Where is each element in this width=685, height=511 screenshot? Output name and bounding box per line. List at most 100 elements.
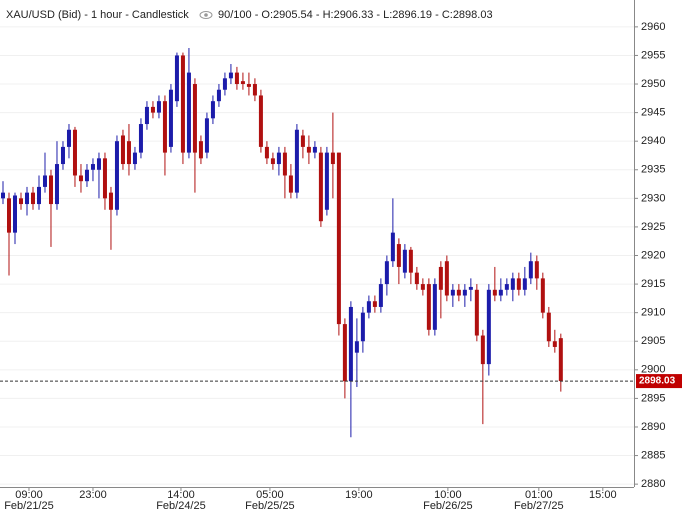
candle-body [444, 261, 449, 296]
candle-body [186, 72, 191, 153]
candle-body [312, 146, 317, 153]
y-tick-label: 2915 [641, 278, 665, 290]
y-tick-label: 2895 [641, 392, 665, 404]
candle-body [24, 192, 29, 205]
candle-body [0, 192, 5, 199]
chart-title: XAU/USD (Bid) - 1 hour - Candlestick [6, 9, 189, 21]
candle-body [84, 169, 89, 182]
candle-body [120, 135, 125, 165]
candle-body [78, 175, 83, 182]
candle-body [480, 335, 485, 365]
candle-body [294, 129, 299, 193]
candle-body [18, 198, 23, 205]
candle-body [276, 152, 281, 165]
candle-body [132, 152, 137, 165]
candle-body [438, 266, 443, 290]
candle-body [210, 101, 215, 119]
x-tick-label: 19:00 [345, 489, 373, 501]
last-price-label: 2898.03 [639, 376, 676, 387]
candle-body [156, 101, 161, 113]
candle-body [318, 152, 323, 222]
candle-body [168, 89, 173, 147]
candle-body [108, 192, 113, 210]
candle-body [534, 261, 539, 279]
candle-body [396, 244, 401, 267]
candle-body [180, 55, 185, 153]
candle-body [66, 129, 71, 147]
candle-body [462, 289, 467, 296]
candle-body [216, 89, 221, 102]
ohlc-info: 90/100 - O:2905.54 - H:2906.33 - L:2896.… [218, 9, 493, 21]
y-tick-label: 2940 [641, 135, 665, 147]
candle-body [510, 278, 515, 290]
candle-body [414, 272, 419, 285]
candle-body [126, 141, 131, 165]
y-tick-label: 2905 [641, 335, 665, 347]
candle-body [390, 232, 395, 262]
candle-body [558, 338, 563, 382]
candle-body [252, 84, 257, 96]
candle-body [432, 284, 437, 330]
y-tick-label: 2960 [641, 21, 665, 33]
candle-body [222, 78, 227, 90]
candle-body [324, 152, 329, 210]
y-tick-label: 2935 [641, 164, 665, 176]
y-tick-label: 2950 [641, 78, 665, 90]
candle-body [30, 192, 35, 205]
candle-body [60, 146, 65, 165]
candle-body [282, 152, 287, 176]
x-tick-label: 05:00 [256, 489, 284, 501]
y-tick-label: 2885 [641, 449, 665, 461]
candle-body [468, 286, 473, 290]
candle-body [492, 289, 497, 296]
x-date-label: Feb/27/25 [514, 500, 564, 511]
candle-body [330, 152, 335, 165]
candle-body [102, 158, 107, 199]
candle-body [42, 175, 47, 187]
candle-body [204, 118, 209, 153]
candle-body [36, 186, 41, 205]
x-date-label: Feb/21/25 [4, 500, 54, 511]
y-tick-label: 2910 [641, 307, 665, 319]
candle-body [402, 249, 407, 273]
y-tick-label: 2890 [641, 421, 665, 433]
candle-body [354, 341, 359, 353]
x-tick-label: 14:00 [167, 489, 195, 501]
candle-body [150, 106, 155, 113]
candle-body [162, 101, 167, 153]
x-tick-label: 10:00 [434, 489, 462, 501]
candle-body [54, 164, 59, 205]
x-tick-label: 15:00 [589, 489, 617, 501]
candle-body [144, 106, 149, 125]
candle-body [258, 95, 263, 147]
y-tick-label: 2920 [641, 249, 665, 261]
last-price-box [636, 374, 682, 389]
candle-body [348, 306, 353, 382]
plot-area [0, 26, 634, 485]
candle-body [300, 135, 305, 147]
candle-body [246, 84, 251, 87]
candle-body [522, 278, 527, 290]
x-tick-label: 01:00 [525, 489, 553, 501]
eye-icon [199, 11, 213, 19]
y-tick-label: 2955 [641, 49, 665, 61]
x-tick-label: 09:00 [15, 489, 43, 501]
y-tick-label: 2945 [641, 107, 665, 119]
candle-body [342, 324, 347, 382]
candle-body [384, 261, 389, 285]
candle-body [546, 312, 551, 342]
candle-body [516, 278, 521, 290]
candle-body [306, 146, 311, 153]
x-date-label: Feb/26/25 [423, 500, 473, 511]
candle-body [6, 198, 11, 233]
x-date-label: Feb/24/25 [156, 500, 206, 511]
y-tick-label: 2930 [641, 192, 665, 204]
x-date-label: Feb/25/25 [245, 500, 295, 511]
candle-body [72, 129, 77, 176]
candle-body [198, 141, 203, 159]
candle-body [426, 284, 431, 330]
y-tick-label: 2900 [641, 364, 665, 376]
candle-body [234, 72, 239, 85]
candle-body [228, 72, 233, 79]
